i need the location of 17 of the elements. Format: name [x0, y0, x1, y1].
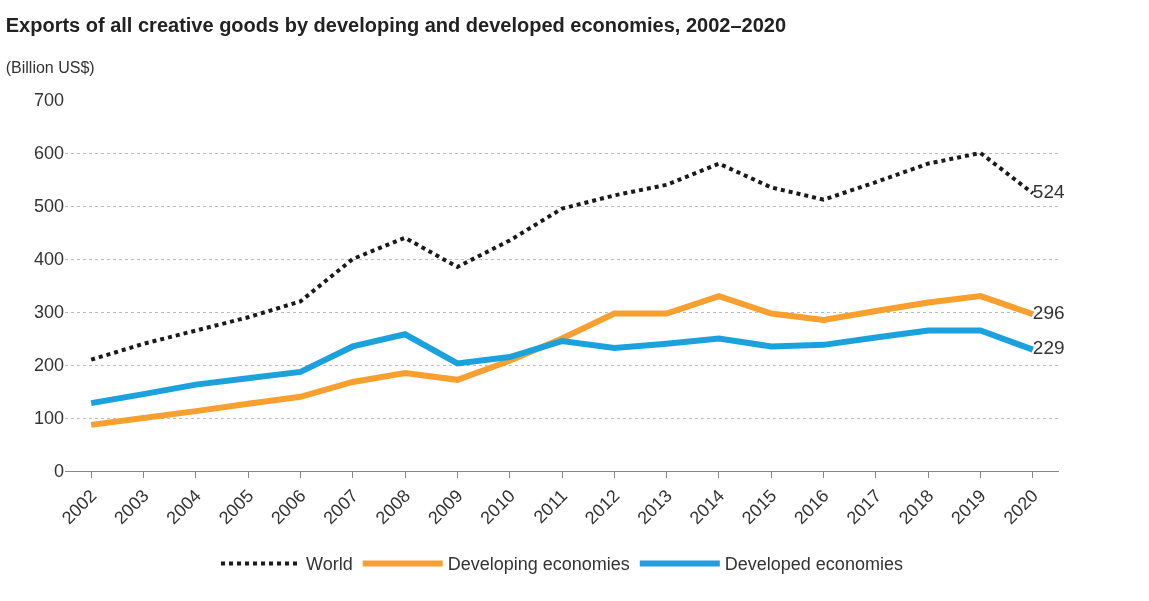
y-tick-label: 300 [33, 302, 64, 323]
legend-label: Developing economies [447, 554, 630, 575]
line-series [89, 151, 1035, 362]
data-label: 229 [1032, 337, 1065, 359]
y-tick-label: 400 [33, 249, 64, 270]
y-tick-label: 700 [33, 90, 64, 111]
y-tick-label: 0 [53, 461, 64, 482]
y-tick-label: 500 [33, 196, 64, 217]
legend-label: World [306, 554, 353, 575]
legend-label: Developed economies [724, 554, 903, 575]
y-tick-label: 600 [33, 143, 64, 164]
data-label: 524 [1032, 181, 1065, 203]
data-label: 296 [1032, 301, 1065, 323]
chart-title: Exports of all creative goods by developing and developed economies, 2002–2020 [5, 14, 787, 37]
y-tick-label: 200 [33, 355, 64, 376]
y-tick-label: 100 [33, 408, 64, 429]
chart-subtitle: (Billion US$) [5, 58, 95, 76]
